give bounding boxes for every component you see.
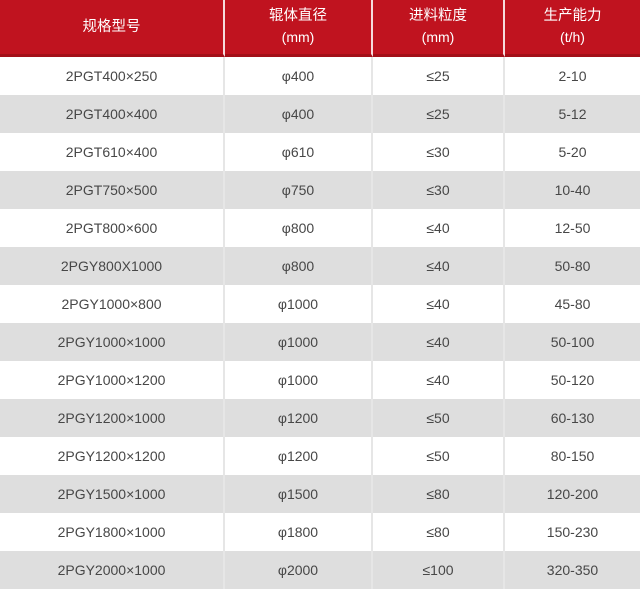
header-title: 进料粒度 (409, 8, 467, 24)
table-cell: 320-350 (505, 551, 640, 589)
table-cell: ≤25 (373, 57, 505, 95)
table-cell: φ400 (225, 57, 373, 95)
table-cell: 2PGY1000×1200 (0, 361, 225, 399)
header-cell-capacity: 生产能力 (t/h) (505, 0, 640, 57)
table-cell: ≤40 (373, 285, 505, 323)
table-cell: 2PGY1800×1000 (0, 513, 225, 551)
header-title: 生产能力 (543, 8, 602, 24)
table-row: 2PGT800×600 φ800 ≤40 12-50 (0, 209, 640, 247)
header-cell-model: 规格型号 (0, 0, 225, 57)
table-cell: φ800 (225, 209, 373, 247)
table-cell: 12-50 (505, 209, 640, 247)
table-cell: 2PGY1000×800 (0, 285, 225, 323)
table-cell: ≤40 (373, 209, 505, 247)
table-cell: 10-40 (505, 171, 640, 209)
header-unit: (mm) (421, 29, 455, 45)
table-row: 2PGT610×400 φ610 ≤30 5-20 (0, 133, 640, 171)
table-cell: ≤80 (373, 475, 505, 513)
table-row: 2PGY1500×1000 φ1500 ≤80 120-200 (0, 475, 640, 513)
table-row: 2PGY2000×1000 φ2000 ≤100 320-350 (0, 551, 640, 589)
table-cell: 2PGY1200×1000 (0, 399, 225, 437)
table-cell: 120-200 (505, 475, 640, 513)
table-cell: φ400 (225, 95, 373, 133)
table-row: 2PGY1000×1000 φ1000 ≤40 50-100 (0, 323, 640, 361)
table-cell: 2PGT800×600 (0, 209, 225, 247)
table-cell: ≤30 (373, 171, 505, 209)
table-cell: 2PGT750×500 (0, 171, 225, 209)
table-cell: φ1800 (225, 513, 373, 551)
header-title: 辊体直径 (269, 8, 327, 24)
table-row: 2PGT400×250 φ400 ≤25 2-10 (0, 57, 640, 95)
table-row: 2PGY1800×1000 φ1800 ≤80 150-230 (0, 513, 640, 551)
table-cell: φ1000 (225, 285, 373, 323)
table-cell: φ1200 (225, 399, 373, 437)
table-row: 2PGY1000×800 φ1000 ≤40 45-80 (0, 285, 640, 323)
table-cell: 45-80 (505, 285, 640, 323)
table-cell: ≤40 (373, 361, 505, 399)
table-cell: 2PGY1000×1000 (0, 323, 225, 361)
table-cell: 50-100 (505, 323, 640, 361)
table-cell: 2PGT400×400 (0, 95, 225, 133)
header-title: 规格型号 (82, 18, 141, 35)
table-cell: 80-150 (505, 437, 640, 475)
table-header-row: 规格型号 辊体直径 (mm) 进料粒度 (mm) (0, 0, 640, 57)
table-cell: ≤25 (373, 95, 505, 133)
table-row: 2PGY1200×1200 φ1200 ≤50 80-150 (0, 437, 640, 475)
table-cell: 2PGY2000×1000 (0, 551, 225, 589)
table-cell: φ800 (225, 247, 373, 285)
header-unit: (mm) (281, 29, 315, 45)
table-cell: φ1500 (225, 475, 373, 513)
table-cell: φ1000 (225, 361, 373, 399)
table-cell: φ750 (225, 171, 373, 209)
table-cell: 150-230 (505, 513, 640, 551)
table-cell: ≤50 (373, 437, 505, 475)
table-row: 2PGT400×400 φ400 ≤25 5-12 (0, 95, 640, 133)
table-header: 规格型号 辊体直径 (mm) 进料粒度 (mm) (0, 0, 640, 57)
table-cell: 5-20 (505, 133, 640, 171)
table-cell: 5-12 (505, 95, 640, 133)
table-cell: ≤80 (373, 513, 505, 551)
header-cell-roller-diameter: 辊体直径 (mm) (225, 0, 373, 57)
header-unit: (t/h) (560, 29, 585, 45)
table-cell: ≤100 (373, 551, 505, 589)
table-cell: φ610 (225, 133, 373, 171)
table-cell: 50-120 (505, 361, 640, 399)
table-cell: φ1000 (225, 323, 373, 361)
table-cell: 2PGY800X1000 (0, 247, 225, 285)
table-cell: ≤40 (373, 323, 505, 361)
table-cell: ≤30 (373, 133, 505, 171)
table-cell: 2PGY1200×1200 (0, 437, 225, 475)
table-row: 2PGT750×500 φ750 ≤30 10-40 (0, 171, 640, 209)
table-cell: φ1200 (225, 437, 373, 475)
table-cell: 2-10 (505, 57, 640, 95)
table-cell: 60-130 (505, 399, 640, 437)
table-cell: 2PGY1500×1000 (0, 475, 225, 513)
table-cell: ≤50 (373, 399, 505, 437)
table-cell: φ2000 (225, 551, 373, 589)
table-row: 2PGY800X1000 φ800 ≤40 50-80 (0, 247, 640, 285)
table-body: 2PGT400×250 φ400 ≤25 2-10 2PGT400×400 φ400 ≤25… (0, 57, 640, 589)
table-row: 2PGY1200×1000 φ1200 ≤50 60-130 (0, 399, 640, 437)
table-cell: 50-80 (505, 247, 640, 285)
table-cell: 2PGT400×250 (0, 57, 225, 95)
table-cell: 2PGT610×400 (0, 133, 225, 171)
table-row: 2PGY1000×1200 φ1000 ≤40 50-120 (0, 361, 640, 399)
table-cell: ≤40 (373, 247, 505, 285)
header-cell-feed-size: 进料粒度 (mm) (373, 0, 505, 57)
